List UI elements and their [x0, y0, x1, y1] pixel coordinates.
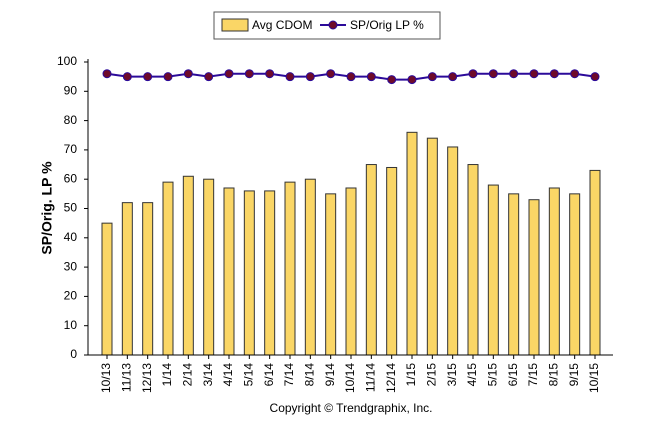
- bar: [142, 202, 154, 356]
- bar: [223, 187, 235, 356]
- bar: [121, 202, 133, 356]
- y-tick-label: 20: [64, 289, 78, 303]
- y-tick-label: 0: [70, 347, 77, 361]
- bar: [508, 193, 520, 356]
- bar: [386, 166, 398, 356]
- x-tick-label: 1/14: [160, 363, 174, 387]
- legend-marker: [328, 20, 338, 30]
- x-tick-label: 3/14: [201, 363, 215, 387]
- bar: [243, 190, 255, 356]
- x-tick-label: 1/15: [404, 363, 418, 387]
- bar: [304, 178, 316, 356]
- legend-label: SP/Orig LP %: [350, 18, 424, 32]
- x-tick-label: 2/15: [425, 363, 439, 387]
- line-marker: [448, 72, 458, 82]
- line-marker: [102, 69, 112, 79]
- line-marker: [346, 72, 356, 82]
- line-marker: [326, 69, 336, 79]
- line-marker: [549, 69, 559, 79]
- line-marker: [122, 72, 132, 82]
- bar: [101, 222, 113, 356]
- bar: [264, 190, 276, 356]
- line-marker: [488, 69, 498, 79]
- bar: [325, 193, 337, 356]
- x-tick-label: 8/14: [303, 363, 317, 387]
- x-tick-label: 12/13: [140, 363, 154, 393]
- x-tick-label: 11/13: [120, 363, 134, 392]
- line-marker: [163, 72, 173, 82]
- bar: [467, 164, 479, 356]
- bar: [548, 187, 560, 356]
- line-marker: [183, 69, 193, 79]
- y-tick-label: 30: [64, 259, 78, 273]
- bar: [406, 131, 418, 356]
- bar: [447, 146, 459, 356]
- y-tick-label: 80: [64, 113, 78, 127]
- y-tick-label: 90: [64, 83, 78, 97]
- bar: [365, 164, 377, 356]
- y-tick-label: 60: [64, 171, 78, 185]
- line-marker: [529, 69, 539, 79]
- line-marker: [285, 72, 295, 82]
- bar: [589, 169, 601, 356]
- line-marker: [590, 72, 600, 82]
- x-tick-label: 6/14: [262, 363, 276, 387]
- bar: [345, 187, 357, 356]
- x-tick-label: 10/14: [343, 363, 357, 393]
- line-marker: [407, 75, 417, 85]
- y-tick-label: 50: [64, 201, 78, 215]
- line-marker: [427, 72, 437, 82]
- y-tick-label: 10: [64, 318, 78, 332]
- x-tick-label: 9/14: [323, 363, 337, 387]
- legend-swatch: [221, 18, 249, 32]
- line-marker: [204, 72, 214, 82]
- x-tick-label: 4/15: [465, 363, 479, 387]
- legend-label: Avg CDOM: [252, 18, 312, 32]
- bar: [569, 193, 581, 356]
- x-tick-label: 5/14: [242, 363, 256, 387]
- bar: [203, 178, 215, 356]
- line-marker: [143, 72, 153, 82]
- y-tick-label: 100: [57, 54, 77, 68]
- x-tick-label: 12/14: [384, 363, 398, 393]
- bar: [487, 184, 499, 356]
- bar: [426, 137, 438, 356]
- line-marker: [570, 69, 580, 79]
- line-marker: [387, 75, 397, 85]
- bar: [162, 181, 174, 356]
- x-tick-label: 7/15: [526, 363, 540, 387]
- x-tick-label: 8/15: [547, 363, 561, 387]
- footer: Copyright © Trendgraphix, Inc.: [270, 401, 433, 415]
- line-marker: [509, 69, 519, 79]
- x-tick-label: 10/13: [99, 363, 113, 393]
- y-tick-label: 70: [64, 142, 78, 156]
- line-marker: [305, 72, 315, 82]
- x-tick-label: 3/15: [445, 363, 459, 387]
- line-marker: [244, 69, 254, 79]
- x-tick-label: 5/15: [486, 363, 500, 387]
- line-marker: [468, 69, 478, 79]
- x-tick-label: 9/15: [567, 363, 581, 387]
- bar: [528, 199, 540, 356]
- line-marker: [265, 69, 275, 79]
- x-tick-label: 7/14: [282, 363, 296, 387]
- y-axis-title: SP/Orig. LP %: [39, 161, 55, 255]
- bar: [284, 181, 296, 356]
- x-tick-label: 11/14: [364, 363, 378, 392]
- y-tick-label: 40: [64, 230, 78, 244]
- bar: [182, 175, 194, 356]
- x-tick-label: 4/14: [221, 363, 235, 387]
- x-tick-label: 6/15: [506, 363, 520, 387]
- line-marker: [224, 69, 234, 79]
- x-tick-label: 2/14: [181, 363, 195, 387]
- x-tick-label: 10/15: [587, 363, 601, 393]
- line-marker: [366, 72, 376, 82]
